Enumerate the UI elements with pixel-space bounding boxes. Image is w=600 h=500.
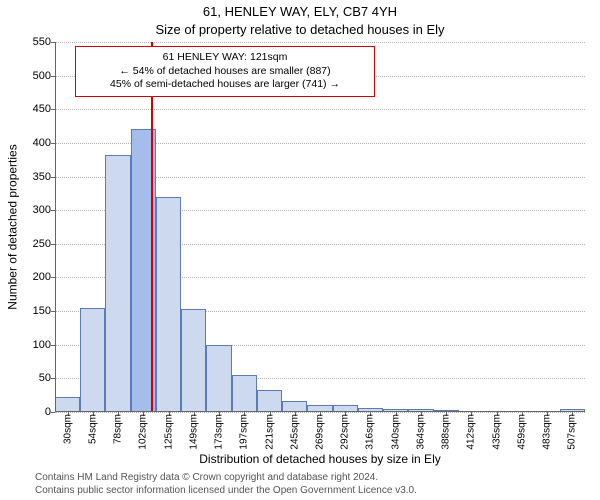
xtick-label: 507sqm	[567, 414, 578, 450]
ytick-mark	[51, 412, 55, 413]
ytick-mark	[51, 311, 55, 312]
y-axis-line	[55, 42, 56, 412]
annotation-line1: 61 HENLEY WAY: 121sqm	[84, 51, 366, 65]
gridline	[55, 42, 585, 43]
ytick-label: 450	[33, 103, 51, 115]
histogram-bar	[105, 155, 130, 412]
xtick-label: 364sqm	[415, 414, 426, 450]
ytick-label: 350	[33, 171, 51, 183]
ytick-label: 200	[33, 271, 51, 283]
ytick-label: 50	[39, 372, 51, 384]
chart-title-main: 61, HENLEY WAY, ELY, CB7 4YH	[0, 4, 600, 19]
xtick-label: 78sqm	[113, 414, 124, 444]
histogram-bar	[181, 309, 206, 412]
y-axis-label-wrap: Number of detached properties	[6, 42, 20, 412]
xtick-label: 102sqm	[138, 414, 149, 450]
chart-title-sub: Size of property relative to detached ho…	[0, 22, 600, 37]
ytick-label: 500	[33, 70, 51, 82]
xtick-label: 412sqm	[466, 414, 477, 450]
ytick-label: 400	[33, 137, 51, 149]
xtick-label: 340sqm	[390, 414, 401, 450]
ytick-mark	[51, 244, 55, 245]
ytick-label: 100	[33, 339, 51, 351]
xtick-label: 316sqm	[365, 414, 376, 450]
histogram-bar	[55, 397, 80, 412]
histogram-bar	[156, 197, 181, 412]
xtick-label: 388sqm	[441, 414, 452, 450]
ytick-label: 300	[33, 204, 51, 216]
xtick-label: 483sqm	[542, 414, 553, 450]
xtick-label: 292sqm	[340, 414, 351, 450]
ytick-mark	[51, 345, 55, 346]
chart-container: 61, HENLEY WAY, ELY, CB7 4YH Size of pro…	[0, 0, 600, 500]
histogram-bar	[257, 390, 282, 412]
xtick-label: 30sqm	[62, 414, 73, 444]
histogram-bar	[206, 345, 231, 412]
plot-inner: 61 HENLEY WAY: 121sqm← 54% of detached h…	[55, 42, 585, 412]
ytick-label: 150	[33, 305, 51, 317]
xtick-label: 221sqm	[264, 414, 275, 450]
xtick-label: 459sqm	[516, 414, 527, 450]
y-axis-label: Number of detached properties	[6, 144, 20, 309]
annotation-box: 61 HENLEY WAY: 121sqm← 54% of detached h…	[75, 46, 375, 97]
ytick-mark	[51, 210, 55, 211]
xtick-label: 245sqm	[289, 414, 300, 450]
histogram-bar	[232, 375, 257, 412]
ytick-mark	[51, 42, 55, 43]
xtick-label: 435sqm	[491, 414, 502, 450]
xtick-label: 54sqm	[87, 414, 98, 444]
annotation-line3: 45% of semi-detached houses are larger (…	[84, 78, 366, 92]
ytick-mark	[51, 378, 55, 379]
ytick-label: 550	[33, 36, 51, 48]
x-axis-label: Distribution of detached houses by size …	[55, 452, 585, 466]
ytick-label: 0	[45, 406, 51, 418]
ytick-mark	[51, 177, 55, 178]
xtick-label: 269sqm	[315, 414, 326, 450]
xtick-label: 197sqm	[239, 414, 250, 450]
ytick-mark	[51, 143, 55, 144]
xtick-label: 173sqm	[214, 414, 225, 450]
histogram-bar	[80, 308, 105, 412]
ytick-mark	[51, 76, 55, 77]
reference-line	[151, 42, 153, 412]
ytick-label: 250	[33, 238, 51, 250]
annotation-line2: ← 54% of detached houses are smaller (88…	[84, 65, 366, 79]
plot-area: 61 HENLEY WAY: 121sqm← 54% of detached h…	[55, 42, 585, 412]
gridline	[55, 109, 585, 110]
ytick-mark	[51, 277, 55, 278]
xtick-label: 149sqm	[188, 414, 199, 450]
ytick-mark	[51, 109, 55, 110]
footer-line-1: Contains HM Land Registry data © Crown c…	[35, 472, 378, 483]
footer-line-2: Contains public sector information licen…	[35, 485, 417, 496]
xtick-label: 125sqm	[163, 414, 174, 450]
